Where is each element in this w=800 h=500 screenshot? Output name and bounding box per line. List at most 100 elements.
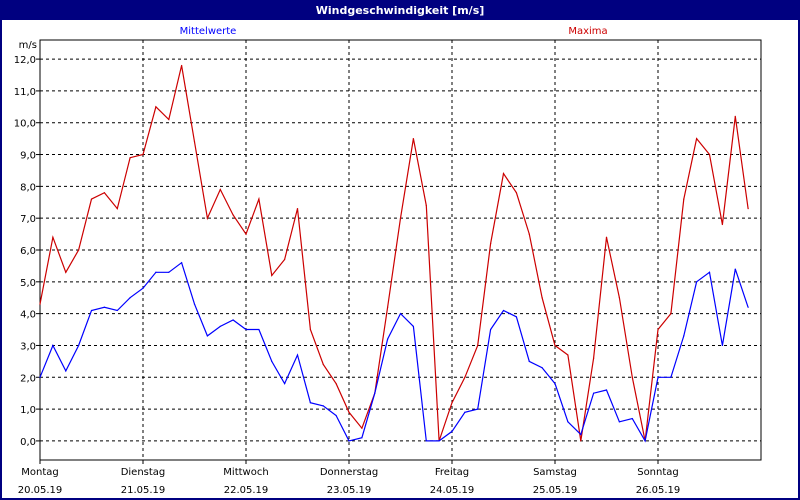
- data-point-mittelwerte: [103, 306, 105, 308]
- x-date-label: 24.05.19: [430, 485, 475, 496]
- y-tick-label: 5,0: [20, 278, 36, 289]
- x-date-label: 26.05.19: [636, 485, 681, 496]
- y-tick-label: 7,0: [20, 214, 36, 225]
- data-point-mittelwerte: [168, 271, 170, 273]
- x-date-label: 25.05.19: [533, 485, 578, 496]
- data-point-maxima: [477, 344, 479, 347]
- data-point-mittelwerte: [284, 383, 286, 385]
- y-tick-label: 2,0: [20, 373, 36, 384]
- data-point-maxima: [129, 157, 131, 159]
- x-day-label: Dienstag: [121, 467, 166, 478]
- data-point-mittelwerte: [181, 262, 183, 264]
- data-point-mittelwerte: [245, 328, 247, 331]
- x-day-label: Mittwoch: [223, 467, 268, 478]
- data-point-mittelwerte: [567, 421, 569, 423]
- data-point-mittelwerte: [605, 389, 608, 391]
- y-tick-label: 0,0: [20, 437, 36, 448]
- data-point-maxima: [116, 208, 118, 210]
- data-point-maxima: [348, 411, 350, 413]
- data-point-mittelwerte: [374, 392, 376, 394]
- data-point-maxima: [361, 427, 363, 429]
- data-point-maxima: [284, 258, 286, 261]
- data-point-mittelwerte: [541, 367, 543, 369]
- y-tick-label: 3,0: [20, 341, 36, 352]
- data-point-mittelwerte: [708, 271, 711, 273]
- data-point-mittelwerte: [322, 405, 324, 407]
- data-point-maxima: [219, 188, 221, 191]
- data-point-mittelwerte: [39, 376, 41, 378]
- data-point-maxima: [425, 204, 427, 207]
- data-point-maxima: [168, 118, 170, 121]
- x-day-label: Montag: [21, 467, 58, 478]
- data-point-maxima: [103, 192, 105, 194]
- data-point-maxima: [515, 192, 517, 194]
- y-tick-label: 4,0: [20, 310, 36, 321]
- data-point-maxima: [65, 271, 67, 273]
- data-point-maxima: [296, 208, 299, 210]
- data-point-maxima: [206, 217, 208, 219]
- data-point-maxima: [605, 236, 608, 238]
- data-point-mittelwerte: [721, 344, 723, 347]
- y-tick-label: 6,0: [20, 246, 36, 257]
- data-point-mittelwerte: [271, 360, 273, 362]
- x-date-label: 21.05.19: [121, 485, 166, 496]
- data-point-mittelwerte: [425, 440, 427, 442]
- data-point-maxima: [528, 233, 530, 235]
- data-point-mittelwerte: [193, 303, 196, 305]
- data-point-mittelwerte: [464, 411, 466, 413]
- data-point-maxima: [90, 198, 93, 200]
- data-point-mittelwerte: [580, 433, 582, 436]
- y-tick-label: 1,0: [20, 405, 36, 416]
- series-line-maxima: [39, 65, 749, 442]
- data-point-maxima: [399, 217, 402, 219]
- data-point-maxima: [747, 208, 749, 210]
- data-point-mittelwerte: [399, 313, 402, 315]
- data-point-mittelwerte: [387, 338, 389, 340]
- data-point-maxima: [52, 236, 54, 238]
- y-axis-label: m/s: [19, 40, 37, 51]
- data-point-mittelwerte: [90, 309, 93, 312]
- data-point-mittelwerte: [644, 440, 646, 442]
- data-point-maxima: [39, 303, 41, 305]
- legend-mittelwerte: Mittelwerte: [180, 26, 237, 37]
- data-point-mittelwerte: [490, 328, 492, 331]
- y-tick-label: 8,0: [20, 182, 36, 193]
- data-point-mittelwerte: [78, 344, 80, 347]
- data-point-maxima: [554, 344, 556, 347]
- data-point-maxima: [490, 243, 492, 245]
- data-point-mittelwerte: [670, 376, 672, 378]
- data-point-maxima: [696, 138, 698, 140]
- series-line-mittelwerte: [39, 261, 749, 443]
- data-point-maxima: [670, 313, 672, 315]
- x-date-label: 23.05.19: [327, 485, 372, 496]
- data-point-mittelwerte: [618, 421, 620, 423]
- data-point-mittelwerte: [335, 414, 337, 417]
- data-point-maxima: [309, 328, 311, 331]
- data-point-mittelwerte: [631, 418, 633, 420]
- data-point-mittelwerte: [65, 370, 67, 372]
- data-point-maxima: [271, 274, 273, 277]
- data-point-maxima: [593, 357, 595, 359]
- data-point-maxima: [451, 402, 453, 404]
- data-point-mittelwerte: [528, 360, 530, 362]
- data-point-mittelwerte: [155, 271, 157, 273]
- data-point-maxima: [464, 376, 466, 378]
- data-point-maxima: [631, 376, 633, 378]
- data-point-mittelwerte: [206, 335, 208, 337]
- y-tick-label: 12,0: [14, 55, 36, 66]
- x-day-label: Donnerstag: [320, 467, 378, 478]
- data-point-maxima: [412, 138, 414, 140]
- window-title: Windgeschwindigkeit [m/s]: [2, 2, 798, 20]
- x-date-label: 20.05.19: [18, 485, 63, 496]
- data-point-maxima: [155, 106, 157, 108]
- x-date-label: 22.05.19: [224, 485, 269, 496]
- data-point-mittelwerte: [52, 344, 54, 347]
- data-point-mittelwerte: [309, 402, 311, 404]
- data-point-mittelwerte: [232, 319, 234, 321]
- data-point-mittelwerte: [451, 430, 453, 432]
- data-point-maxima: [142, 153, 144, 156]
- data-point-maxima: [322, 363, 324, 366]
- x-day-label: Freitag: [435, 467, 469, 478]
- data-point-mittelwerte: [593, 392, 595, 394]
